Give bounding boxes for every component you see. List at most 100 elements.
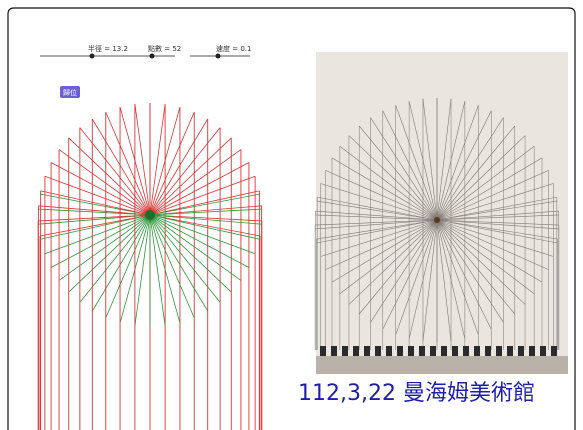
string xyxy=(436,219,558,240)
string xyxy=(436,219,479,335)
spoke xyxy=(79,127,151,216)
spoke xyxy=(149,208,262,216)
weight xyxy=(529,346,535,356)
weight xyxy=(463,346,469,356)
spoke xyxy=(50,214,151,268)
weight xyxy=(342,346,348,356)
spoke xyxy=(149,214,232,293)
string-art-construction xyxy=(37,103,263,430)
string xyxy=(370,219,438,323)
weight xyxy=(540,346,546,356)
string xyxy=(320,183,438,221)
string xyxy=(436,196,557,221)
string xyxy=(436,170,549,221)
slider-label: 速度 = 0.1 xyxy=(216,44,251,53)
slider-label: 點數 = 52 xyxy=(148,44,181,53)
spoke xyxy=(68,137,151,216)
photo xyxy=(316,52,568,374)
string xyxy=(436,219,526,305)
spoke xyxy=(149,111,195,216)
string xyxy=(325,170,438,221)
spoke xyxy=(149,175,256,216)
spoke xyxy=(44,175,151,216)
floor xyxy=(316,356,568,374)
string xyxy=(317,219,438,244)
spoke xyxy=(105,214,151,319)
center-point xyxy=(145,210,155,220)
string xyxy=(395,105,438,221)
weight xyxy=(496,346,502,356)
string xyxy=(436,98,452,221)
spoke xyxy=(91,118,151,216)
weight xyxy=(441,346,447,356)
string xyxy=(436,135,526,221)
string xyxy=(436,214,559,221)
caption: 112,3,22 曼海姆美術館 xyxy=(298,381,535,406)
weight xyxy=(419,346,425,356)
string xyxy=(315,219,438,230)
spoke xyxy=(50,162,151,216)
string xyxy=(382,219,438,330)
string xyxy=(315,219,438,226)
spoke xyxy=(68,214,151,293)
string xyxy=(348,135,438,221)
string xyxy=(359,219,438,315)
string xyxy=(436,219,549,270)
spoke xyxy=(149,214,250,268)
button-label: 歸位 xyxy=(63,88,77,97)
spoke xyxy=(149,127,221,216)
spoke xyxy=(149,205,262,216)
weight xyxy=(507,346,513,356)
spoke xyxy=(149,214,209,312)
string xyxy=(436,117,504,221)
spoke xyxy=(58,149,151,216)
spoke xyxy=(134,103,151,216)
weight xyxy=(485,346,491,356)
slider[interactable]: 點數 = 52 xyxy=(115,44,181,59)
string xyxy=(315,210,438,221)
string xyxy=(339,219,438,295)
weight xyxy=(430,346,436,356)
string xyxy=(317,196,438,221)
spoke xyxy=(149,137,232,216)
spoke xyxy=(149,214,260,240)
weight xyxy=(375,346,381,356)
spoke xyxy=(119,106,151,216)
string xyxy=(436,219,543,283)
string xyxy=(316,219,438,240)
string xyxy=(436,219,452,342)
button[interactable]: 歸位 xyxy=(60,86,80,98)
spoke xyxy=(149,214,195,319)
spoke xyxy=(40,190,151,216)
spoke xyxy=(149,214,242,281)
string xyxy=(436,105,479,221)
string xyxy=(436,219,535,295)
spoke xyxy=(149,214,262,222)
string xyxy=(395,219,438,335)
string xyxy=(331,219,438,283)
spoke xyxy=(39,193,151,216)
slider-label: 半徑 = 13.2 xyxy=(88,44,128,53)
string xyxy=(422,219,438,342)
spoke xyxy=(149,214,261,237)
weight xyxy=(518,346,524,356)
string xyxy=(436,110,492,221)
string xyxy=(348,219,438,305)
spoke xyxy=(149,103,166,216)
string xyxy=(436,219,554,257)
weight xyxy=(364,346,370,356)
weight xyxy=(408,346,414,356)
string xyxy=(436,219,559,226)
spoke xyxy=(38,208,151,216)
spoke xyxy=(134,214,151,327)
center-knot xyxy=(434,217,440,223)
weight xyxy=(551,346,557,356)
string xyxy=(359,125,438,221)
spoke xyxy=(105,111,151,216)
string xyxy=(315,214,438,221)
slider[interactable]: 速度 = 0.1 xyxy=(190,44,251,59)
string xyxy=(408,101,438,221)
weight xyxy=(452,346,458,356)
